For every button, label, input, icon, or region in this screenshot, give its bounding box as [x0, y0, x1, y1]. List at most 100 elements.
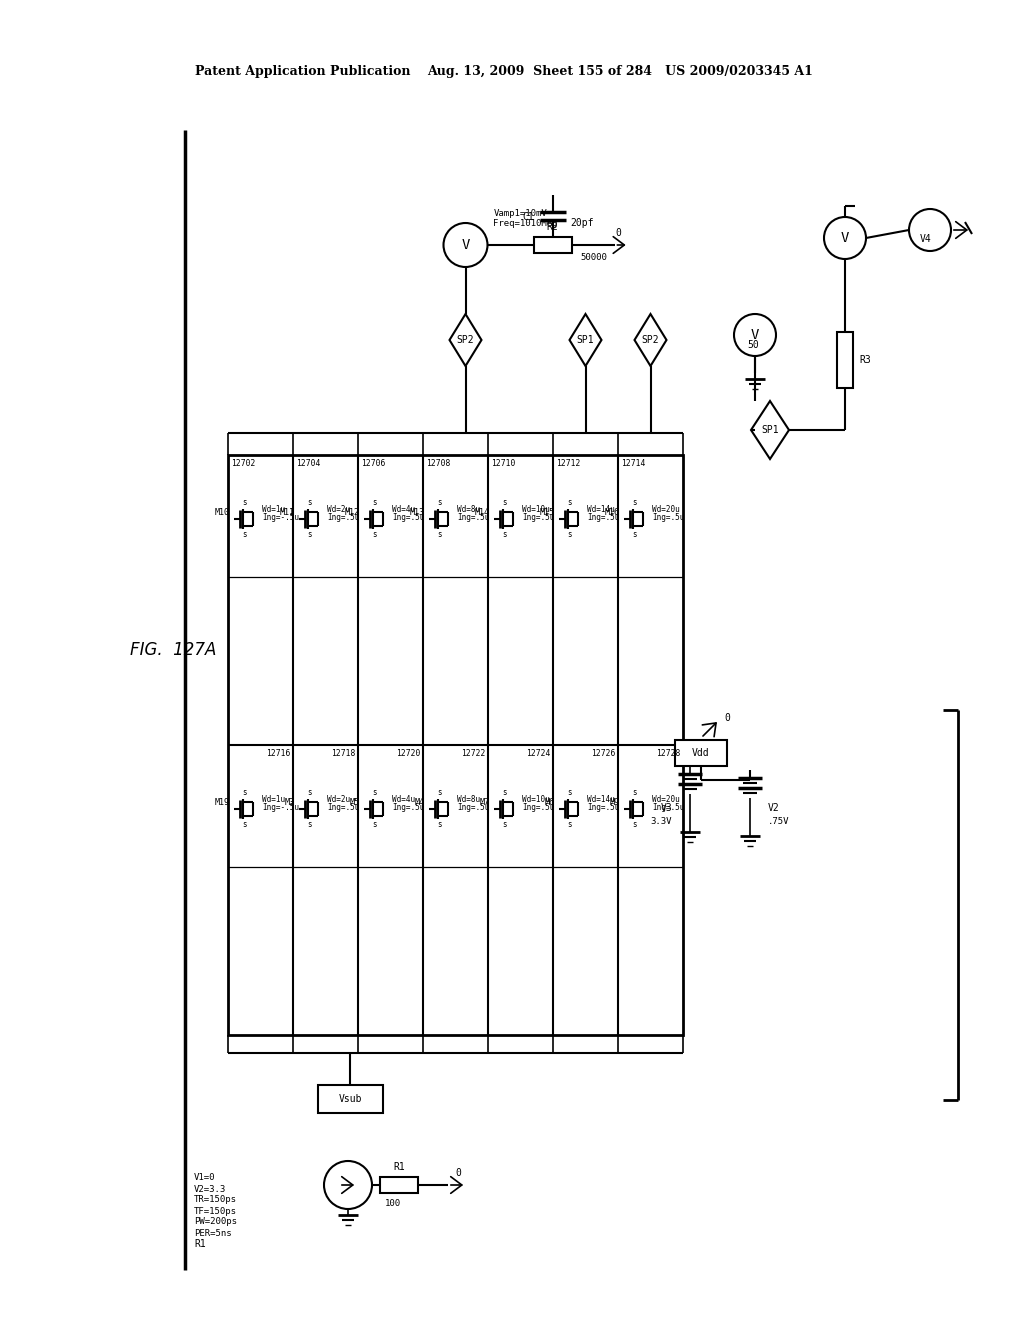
Text: V2: V2	[768, 803, 779, 813]
Text: Ing=.5u: Ing=.5u	[392, 513, 424, 523]
Text: M9: M9	[610, 799, 620, 808]
Text: s: s	[567, 820, 572, 829]
Text: TR=150ps: TR=150ps	[194, 1196, 237, 1204]
Circle shape	[824, 216, 866, 259]
Text: .75V: .75V	[768, 817, 790, 825]
Text: Patent Application Publication: Patent Application Publication	[195, 66, 411, 78]
Text: s: s	[243, 498, 248, 507]
Text: s: s	[633, 788, 637, 797]
Text: 100: 100	[385, 1199, 401, 1208]
Text: Ing=.5u: Ing=.5u	[327, 804, 359, 812]
Text: M16: M16	[605, 508, 620, 517]
Text: V: V	[751, 327, 759, 342]
Text: M4: M4	[415, 799, 425, 808]
Text: Ing=.5u: Ing=.5u	[652, 804, 684, 812]
Text: Wd=1u: Wd=1u	[262, 506, 285, 515]
Text: s: s	[503, 788, 507, 797]
Text: Ing=-.5u: Ing=-.5u	[262, 804, 299, 812]
Bar	[380, 1177, 418, 1193]
Text: Wd=10u: Wd=10u	[522, 795, 550, 804]
Circle shape	[734, 314, 776, 356]
Text: Wd=8u: Wd=8u	[457, 795, 480, 804]
Text: 12716: 12716	[265, 750, 290, 759]
Circle shape	[909, 209, 951, 251]
Text: s: s	[307, 788, 312, 797]
Text: s: s	[437, 498, 442, 507]
Text: M13: M13	[410, 508, 425, 517]
Text: 12702: 12702	[231, 459, 255, 469]
Text: Wd=8u: Wd=8u	[457, 506, 480, 515]
Text: Ing=.5u: Ing=.5u	[652, 513, 684, 523]
Text: 12704: 12704	[296, 459, 321, 469]
Text: R3: R3	[859, 355, 870, 366]
Text: s: s	[373, 498, 377, 507]
Text: Ing=.5u: Ing=.5u	[457, 513, 489, 523]
Text: 12714: 12714	[621, 459, 645, 469]
Text: 12718: 12718	[331, 750, 355, 759]
Bar	[837, 333, 853, 388]
Text: M10: M10	[215, 508, 230, 517]
Text: s: s	[437, 531, 442, 540]
Text: M14: M14	[475, 508, 490, 517]
Text: SP2: SP2	[457, 335, 474, 345]
Text: s: s	[503, 531, 507, 540]
Text: s: s	[243, 531, 248, 540]
Text: SP1: SP1	[761, 425, 779, 436]
Text: 12706: 12706	[361, 459, 385, 469]
Text: s: s	[437, 788, 442, 797]
Text: R2: R2	[547, 222, 558, 232]
Text: R1: R1	[393, 1162, 404, 1172]
Text: 50: 50	[748, 341, 759, 350]
Text: s: s	[243, 788, 248, 797]
Text: Vamp1=10mV: Vamp1=10mV	[494, 209, 547, 218]
Text: Wd=14u: Wd=14u	[587, 795, 614, 804]
Text: Vsub: Vsub	[338, 1094, 361, 1104]
Text: 0: 0	[615, 228, 622, 238]
Text: Ing=.5u: Ing=.5u	[327, 513, 359, 523]
Text: M15: M15	[540, 508, 555, 517]
Text: Ing=.5u: Ing=.5u	[587, 513, 620, 523]
Text: V: V	[462, 238, 470, 252]
Text: s: s	[567, 788, 572, 797]
Text: s: s	[373, 531, 377, 540]
Text: Vdd: Vdd	[692, 748, 710, 758]
Text: 12724: 12724	[525, 750, 550, 759]
Text: C1: C1	[522, 213, 535, 222]
Text: M3: M3	[285, 799, 295, 808]
Text: 12720: 12720	[395, 750, 420, 759]
Text: PER=5ns: PER=5ns	[194, 1229, 231, 1238]
Text: Freq=1010Meg: Freq=1010Meg	[494, 219, 558, 227]
Text: s: s	[567, 531, 572, 540]
Text: M5: M5	[350, 799, 360, 808]
Bar	[675, 741, 727, 766]
Text: 12710: 12710	[490, 459, 515, 469]
Text: 12726: 12726	[591, 750, 615, 759]
Text: M6: M6	[545, 799, 555, 808]
Text: s: s	[437, 820, 442, 829]
Text: TF=150ps: TF=150ps	[194, 1206, 237, 1216]
Text: SP1: SP1	[577, 335, 594, 345]
Text: Wd=1u: Wd=1u	[262, 795, 285, 804]
Text: s: s	[503, 820, 507, 829]
Text: s: s	[567, 498, 572, 507]
Text: 3.3V: 3.3V	[650, 817, 672, 825]
Text: R1: R1	[194, 1239, 206, 1249]
Text: 0: 0	[724, 713, 730, 723]
Text: M11: M11	[280, 508, 295, 517]
Text: V1=0: V1=0	[194, 1173, 215, 1183]
Text: PW=200ps: PW=200ps	[194, 1217, 237, 1226]
Text: SP2: SP2	[642, 335, 659, 345]
Text: Wd=2u: Wd=2u	[327, 795, 350, 804]
Text: Ing=.5u: Ing=.5u	[587, 804, 620, 812]
Text: s: s	[373, 788, 377, 797]
Text: M12: M12	[345, 508, 360, 517]
Text: Ing=.5u: Ing=.5u	[522, 513, 554, 523]
Text: V3: V3	[660, 803, 672, 813]
Text: Ing=.5u: Ing=.5u	[392, 804, 424, 812]
Text: M19: M19	[215, 799, 230, 808]
Text: V2=3.3: V2=3.3	[194, 1184, 226, 1193]
Text: s: s	[307, 531, 312, 540]
Circle shape	[443, 223, 487, 267]
Text: 20pf: 20pf	[570, 218, 594, 228]
Text: s: s	[633, 531, 637, 540]
